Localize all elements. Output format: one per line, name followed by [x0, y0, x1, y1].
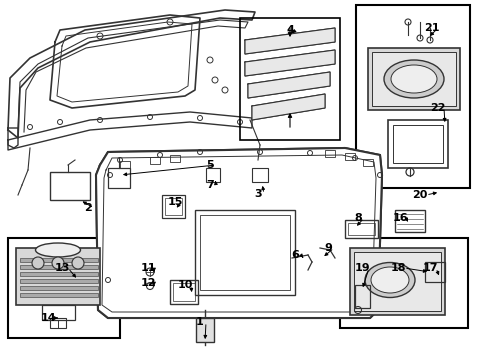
- Bar: [363, 159, 373, 166]
- Polygon shape: [245, 50, 335, 76]
- Bar: [20, 272, 98, 276]
- Bar: [354, 252, 441, 311]
- Ellipse shape: [35, 243, 80, 257]
- Text: 5: 5: [206, 160, 214, 170]
- Bar: [195, 210, 295, 295]
- Bar: [350, 248, 445, 315]
- Bar: [393, 125, 443, 163]
- Bar: [8, 238, 120, 338]
- Text: 3: 3: [254, 189, 262, 199]
- Text: 15: 15: [167, 197, 183, 207]
- Polygon shape: [252, 94, 325, 120]
- Ellipse shape: [371, 267, 409, 293]
- Bar: [206, 168, 220, 182]
- Bar: [368, 48, 460, 110]
- Text: 19: 19: [355, 263, 371, 273]
- Bar: [425, 262, 445, 282]
- Bar: [345, 153, 355, 160]
- Text: 10: 10: [177, 280, 193, 290]
- Bar: [20, 265, 98, 269]
- Bar: [108, 168, 130, 188]
- Bar: [252, 168, 268, 182]
- Text: 14: 14: [40, 313, 56, 323]
- Bar: [50, 318, 66, 328]
- Text: 6: 6: [291, 250, 299, 260]
- Bar: [165, 198, 182, 215]
- Bar: [348, 223, 375, 235]
- Bar: [356, 5, 470, 188]
- Bar: [325, 150, 335, 157]
- Text: 2: 2: [84, 203, 92, 213]
- Text: 16: 16: [392, 213, 408, 223]
- Polygon shape: [96, 148, 382, 318]
- Text: 18: 18: [390, 263, 406, 273]
- Text: 7: 7: [206, 180, 214, 190]
- Text: 8: 8: [354, 213, 362, 223]
- Bar: [170, 280, 198, 304]
- Circle shape: [32, 257, 44, 269]
- Text: 4: 4: [286, 25, 294, 35]
- Text: 17: 17: [422, 263, 438, 273]
- Ellipse shape: [384, 60, 444, 98]
- Bar: [340, 238, 468, 328]
- Bar: [20, 293, 98, 297]
- Bar: [20, 286, 98, 290]
- Circle shape: [52, 257, 64, 269]
- Bar: [173, 283, 195, 301]
- Bar: [170, 155, 180, 162]
- Circle shape: [72, 257, 84, 269]
- Ellipse shape: [365, 262, 415, 297]
- Bar: [150, 157, 160, 164]
- Bar: [200, 215, 290, 290]
- Bar: [355, 285, 370, 308]
- Bar: [345, 220, 378, 238]
- Bar: [388, 120, 448, 168]
- Text: 20: 20: [412, 190, 428, 200]
- Bar: [372, 52, 456, 106]
- Bar: [16, 248, 100, 305]
- Bar: [20, 258, 98, 262]
- Ellipse shape: [391, 65, 437, 93]
- Polygon shape: [248, 72, 330, 98]
- Bar: [20, 279, 98, 283]
- Text: 1: 1: [196, 317, 204, 327]
- Bar: [120, 161, 130, 168]
- Text: 9: 9: [324, 243, 332, 253]
- Text: 12: 12: [140, 278, 156, 288]
- Text: 13: 13: [54, 263, 70, 273]
- Bar: [50, 172, 90, 200]
- Bar: [395, 210, 425, 232]
- Bar: [162, 195, 185, 218]
- Bar: [42, 305, 75, 320]
- Polygon shape: [245, 28, 335, 54]
- Text: 11: 11: [140, 263, 156, 273]
- Bar: [240, 18, 340, 140]
- Text: 21: 21: [424, 23, 440, 33]
- Bar: [196, 318, 214, 342]
- Text: 22: 22: [430, 103, 446, 113]
